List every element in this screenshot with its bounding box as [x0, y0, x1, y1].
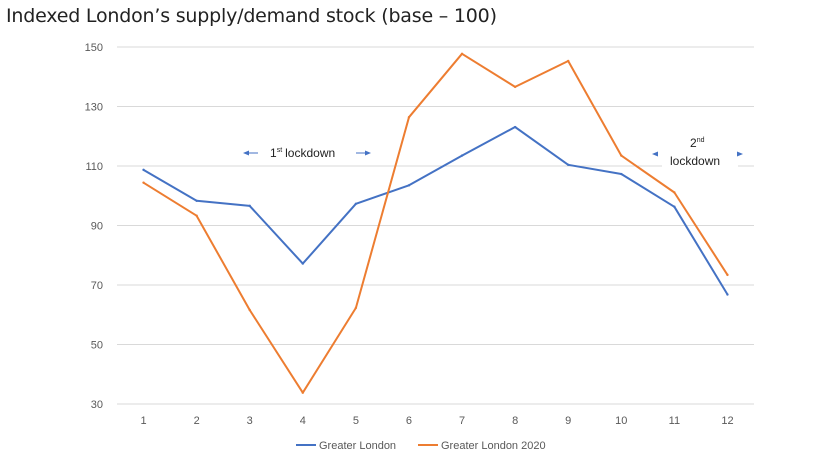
annotation-first-label: 1st lockdown: [270, 146, 335, 160]
data-point: [673, 191, 676, 194]
data-point: [354, 202, 358, 205]
x-tick-label: 10: [615, 415, 627, 427]
data-point: [726, 273, 729, 277]
data-point: [301, 262, 304, 265]
x-tick-label: 3: [247, 415, 253, 427]
x-tick-label: 6: [406, 415, 412, 427]
data-point: [142, 168, 145, 172]
data-point: [195, 199, 198, 203]
data-point: [567, 163, 570, 167]
x-tick-label: 9: [565, 415, 571, 427]
arrowhead-right: [365, 150, 371, 156]
data-point: [567, 59, 570, 63]
data-point: [301, 391, 304, 394]
data-point: [513, 85, 517, 89]
gridlines: [117, 46, 754, 405]
series-line-1: [142, 126, 729, 296]
data-point: [354, 306, 358, 310]
data-point: [673, 205, 676, 208]
annotation-first-lockdown: 1st lockdown: [243, 146, 371, 160]
data-point: [460, 154, 464, 157]
y-tick-label: 50: [91, 340, 103, 352]
x-tick-label: 1: [140, 415, 146, 427]
arrowhead-left: [652, 151, 658, 157]
x-tick-label: 5: [353, 415, 359, 427]
annotation-second-label-bottom: lockdown: [670, 154, 720, 168]
x-tick-label: 8: [512, 415, 518, 427]
y-tick-label: 30: [91, 399, 103, 411]
y-tick-label: 70: [91, 280, 103, 292]
y-axis-ticks: 30 50 70 90 110 130 150: [85, 42, 103, 411]
legend-label: Greater London 2020: [441, 440, 546, 452]
data-point: [726, 293, 729, 296]
x-tick-label: 11: [669, 415, 680, 427]
data-point: [460, 52, 464, 56]
series-lines: [142, 52, 729, 394]
y-tick-label: 130: [85, 102, 103, 114]
y-tick-label: 110: [85, 161, 103, 173]
y-tick-label: 150: [85, 42, 103, 54]
series-line-2: [142, 52, 729, 394]
data-point: [407, 116, 411, 119]
x-tick-label: 12: [721, 415, 733, 427]
data-point: [195, 214, 198, 217]
data-point: [248, 308, 251, 312]
data-point: [407, 184, 411, 187]
arrowhead-left: [243, 150, 249, 156]
data-point: [513, 125, 517, 129]
y-tick-label: 90: [91, 221, 103, 233]
x-tick-label: 4: [300, 415, 306, 427]
data-point: [620, 154, 623, 157]
annotation-second-label-top: 2nd: [690, 136, 705, 150]
x-axis-ticks: 1 2 3 4 5 6 7 8 9 10 11 12: [140, 415, 733, 427]
x-tick-label: 2: [194, 415, 200, 427]
chart-title: Indexed London’s supply/demand stock (ba…: [6, 5, 497, 27]
annotation-second-lockdown: 2nd lockdown: [652, 134, 743, 172]
data-point: [248, 204, 251, 208]
legend-label: Greater London: [319, 440, 396, 452]
legend: Greater London Greater London 2020: [296, 440, 546, 452]
data-point: [620, 172, 623, 176]
data-point: [142, 181, 145, 184]
x-tick-label: 7: [459, 415, 465, 427]
arrowhead-right: [737, 151, 743, 157]
